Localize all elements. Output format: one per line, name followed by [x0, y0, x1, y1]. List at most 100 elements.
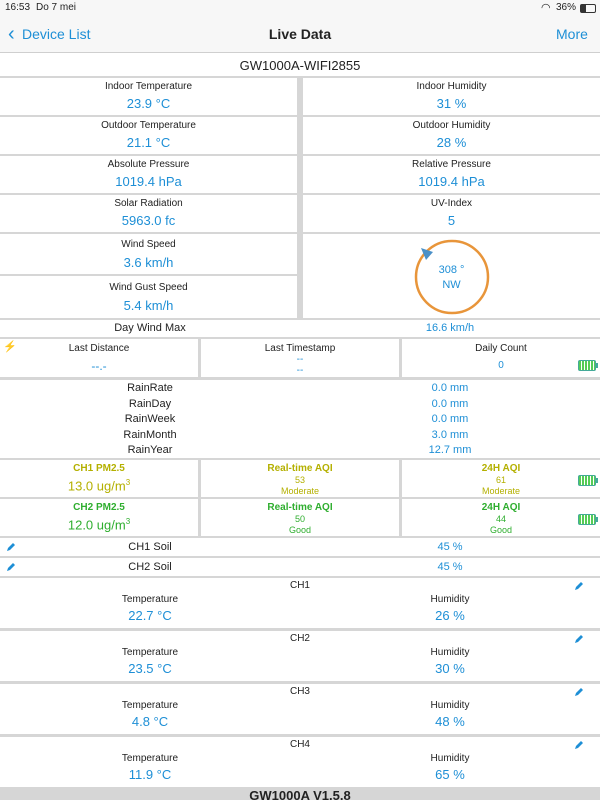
- edit-pencil-icon[interactable]: [574, 740, 584, 750]
- channel-card-ch1: CH1 Temperature 22.7 °C Humidity 26 %: [0, 578, 600, 628]
- lightning-icon: ⚡: [3, 341, 17, 353]
- ch2-realtime-aqi-label: Real-time AQI: [267, 502, 333, 513]
- solar-cell: Solar Radiation 5963.0 fc: [0, 195, 297, 232]
- ch2-24h-aqi-state: Good: [489, 525, 513, 535]
- ch2-pm25-value: 12.0 ug/m: [67, 517, 126, 533]
- indoor-temp-cell: Indoor Temperature 23.9 °C: [0, 78, 297, 115]
- lightning-timestamp-value-1: --: [296, 354, 304, 365]
- wifi-icon: ◠: [541, 2, 551, 14]
- nav-bar: ‹ Device List Live Data More: [0, 16, 600, 53]
- indoor-humidity-label: Indoor Humidity: [416, 81, 487, 92]
- rain-week-value: 0.0 mm: [431, 413, 469, 425]
- wind-gust-value: 5.4 km/h: [123, 298, 174, 313]
- channel-temp-value: 23.5 °C: [128, 661, 172, 676]
- channel-name: CH3: [289, 686, 310, 697]
- wind-direction-cell: 308 ° NW: [303, 234, 600, 318]
- page-title: Live Data: [268, 26, 332, 42]
- ch2-24h-aqi-value: 44: [495, 514, 506, 524]
- ch1-pm25-label: CH1 PM2.5: [73, 463, 125, 474]
- ch1-soil-value: 45 %: [437, 541, 463, 553]
- uv-label: UV-Index: [430, 198, 473, 209]
- ch1-24h-aqi-label: 24H AQI: [481, 463, 521, 474]
- more-button[interactable]: More: [556, 26, 588, 42]
- chevron-left-icon[interactable]: ‹: [8, 23, 15, 45]
- status-time: 16:53: [5, 2, 31, 13]
- channel-card-ch4: CH4 Temperature 11.9 °C Humidity 65 %: [0, 737, 600, 787]
- lightning-distance-cell: ⚡ Last Distance --.-: [0, 339, 198, 377]
- day-wind-max-value: 16.6 km/h: [425, 322, 475, 334]
- rain-labels: RainRate RainDay RainWeek RainMonth Rain…: [0, 381, 300, 459]
- rel-pressure-label: Relative Pressure: [412, 159, 491, 170]
- ch2-soil-row[interactable]: CH2 Soil 45 %: [0, 558, 600, 576]
- channel-name: CH1: [289, 580, 310, 591]
- edit-pencil-icon[interactable]: [574, 687, 584, 697]
- rain-year-label: RainYear: [127, 444, 173, 456]
- edit-pencil-icon[interactable]: [574, 634, 584, 644]
- outdoor-humidity-label: Outdoor Humidity: [412, 120, 491, 131]
- channel-humidity-value: 48 %: [435, 714, 465, 729]
- edit-pencil-icon[interactable]: [6, 562, 16, 572]
- channel-temp-label: Temperature: [121, 700, 179, 711]
- day-wind-max-label: Day Wind Max: [114, 322, 186, 334]
- rain-year-value: 12.7 mm: [428, 444, 472, 456]
- device-name-row: GW1000A-WIFI2855: [0, 53, 600, 76]
- wind-speed-cell: Wind Speed 3.6 km/h: [0, 234, 297, 274]
- wind-direction-cardinal: NW: [442, 279, 461, 291]
- edit-pencil-icon[interactable]: [6, 542, 16, 552]
- abs-pressure-label: Absolute Pressure: [107, 159, 190, 170]
- ch1-24h-aqi-cell: 24H AQI 61 Moderate: [402, 460, 600, 497]
- lightning-timestamp-label: Last Timestamp: [264, 343, 336, 354]
- channel-card-ch3: CH3 Temperature 4.8 °C Humidity 48 %: [0, 684, 600, 734]
- ch1-realtime-aqi-cell: Real-time AQI 53 Moderate: [201, 460, 399, 497]
- ch1-realtime-aqi-label: Real-time AQI: [267, 463, 333, 474]
- channel-name: CH2: [289, 633, 310, 644]
- ch2-pm25-label: CH2 PM2.5: [73, 502, 125, 513]
- channel-temp-value: 4.8 °C: [131, 714, 169, 729]
- lightning-count-cell: Daily Count 0: [402, 339, 600, 377]
- battery-icon: [580, 4, 596, 13]
- ch2-realtime-aqi-value: 50: [294, 514, 305, 524]
- indoor-temp-value: 23.9 °C: [126, 96, 171, 111]
- ch2-realtime-aqi-state: Good: [288, 525, 312, 535]
- channel-card-ch2: CH2 Temperature 23.5 °C Humidity 30 %: [0, 631, 600, 681]
- channel-temp-label: Temperature: [121, 753, 179, 764]
- status-bar: 16:53 Do 7 mei ◠ 36%: [0, 0, 600, 16]
- back-button[interactable]: Device List: [22, 26, 91, 42]
- rel-pressure-cell: Relative Pressure 1019.4 hPa: [303, 156, 600, 193]
- edit-pencil-icon[interactable]: [574, 581, 584, 591]
- channel-temp-value: 11.9 °C: [128, 767, 172, 782]
- ch2-realtime-aqi-cell: Real-time AQI 50 Good: [201, 499, 399, 536]
- ch1-soil-row[interactable]: CH1 Soil 45 %: [0, 538, 600, 556]
- ch2-pm25-cell: CH2 PM2.5 12.0 ug/m3: [0, 499, 198, 536]
- uv-value: 5: [447, 213, 456, 228]
- lightning-timestamp-value-2: --: [296, 365, 304, 376]
- uv-cell: UV-Index 5: [303, 195, 600, 232]
- solar-label: Solar Radiation: [114, 198, 183, 209]
- firmware-version: GW1000A V1.5.8: [249, 788, 351, 800]
- day-wind-max-row: Day Wind Max 16.6 km/h: [0, 320, 600, 337]
- status-date: Do 7 mei: [36, 2, 77, 13]
- footer: GW1000A V1.5.8: [0, 788, 600, 800]
- rain-day-label: RainDay: [128, 397, 172, 410]
- ch1-pm25-value-wrap: 13.0 ug/m3: [0, 478, 198, 493]
- wind-speed-label: Wind Speed: [121, 239, 176, 250]
- ch1-pm25-value: 13.0 ug/m: [67, 478, 126, 494]
- channel-name: CH4: [289, 739, 310, 750]
- solar-value: 5963.0 fc: [121, 213, 176, 228]
- ch2-soil-value: 45 %: [437, 561, 463, 573]
- channel-humidity-label: Humidity: [430, 700, 470, 711]
- lightning-distance-value: --.-: [91, 359, 107, 373]
- channel-humidity-label: Humidity: [430, 753, 470, 764]
- channel-humidity-value: 26 %: [435, 608, 465, 623]
- ch1-realtime-aqi-value: 53: [294, 475, 305, 485]
- lightning-timestamp-cell: Last Timestamp -- --: [201, 339, 399, 377]
- ch2-soil-label: CH2 Soil: [128, 561, 172, 573]
- rain-rate-value: 0.0 mm: [431, 382, 469, 394]
- ch1-battery-icon: [578, 475, 598, 486]
- outdoor-humidity-cell: Outdoor Humidity 28 %: [303, 117, 600, 154]
- wind-gust-label: Wind Gust Speed: [109, 282, 188, 293]
- rain-values: 0.0 mm 0.0 mm 0.0 mm 3.0 mm 12.7 mm: [300, 381, 600, 459]
- rain-rate-label: RainRate: [127, 382, 173, 394]
- outdoor-temp-cell: Outdoor Temperature 21.1 °C: [0, 117, 297, 154]
- ch2-battery-icon: [578, 514, 598, 525]
